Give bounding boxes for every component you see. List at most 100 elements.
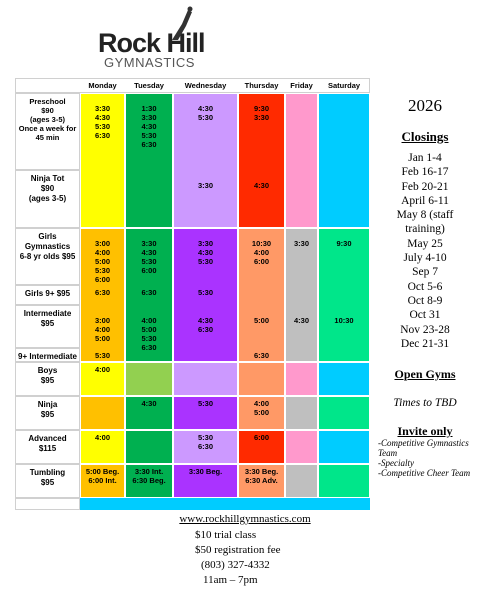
class-label: Preschool $90 (ages 3-5) Once a week for… — [15, 93, 80, 170]
closing-date: May 8 (staff training) — [396, 209, 454, 236]
cell-background — [173, 93, 238, 228]
header-row — [15, 78, 370, 93]
class-label: Advanced $115 — [15, 430, 80, 464]
class-time: 4:30 5:30 — [197, 104, 213, 122]
cell-background — [285, 93, 318, 228]
day-header: Monday — [88, 81, 117, 90]
cell-background — [125, 228, 173, 362]
cell-background — [80, 228, 125, 362]
class-time: 6:30 — [253, 351, 269, 360]
cell-background — [125, 464, 173, 498]
closing-date: July 4-10 — [403, 252, 447, 265]
closing-date: May 25 — [407, 237, 443, 250]
closing-date: Jan 1-4 — [408, 152, 442, 164]
closing-date: Oct 31 — [409, 309, 441, 322]
class-time: 5:30 — [94, 351, 110, 360]
closing-date: Nov 23-28 — [400, 323, 450, 336]
class-time: 4:30 — [141, 399, 157, 408]
open-gyms-title: Open Gyms — [394, 367, 456, 381]
logo-figure — [172, 6, 193, 40]
cell-background — [125, 430, 173, 464]
class-time: 1:30 3:30 4:30 5:30 6:30 — [141, 104, 157, 149]
class-label: Intermediate $95 — [15, 305, 80, 348]
class-label: Ninja Tot $90 (ages 3-5) — [15, 170, 80, 228]
cell-background — [173, 362, 238, 396]
cell-background — [80, 93, 125, 228]
day-header: Tuesday — [134, 81, 164, 90]
class-time: 3:00 4:00 5:00 — [94, 316, 110, 343]
invite-item: -Specialty — [378, 458, 414, 468]
closings-title: Closings — [401, 129, 449, 144]
cell-background — [80, 430, 125, 464]
closing-date: Dec 21-31 — [400, 337, 450, 350]
class-label: Girls Gymnastics 6-8 yr olds $95 — [15, 228, 80, 285]
open-gyms-note: Times to TBD — [393, 397, 457, 409]
class-time: 5:30 6:30 — [197, 433, 213, 451]
invite-list: -Competitive Gymnastics Team -Specialty -C… — [378, 438, 478, 478]
cell-background — [285, 228, 318, 362]
cell-background — [238, 228, 285, 362]
class-time: 9:30 — [336, 239, 352, 248]
class-time: 3:30 — [197, 181, 213, 190]
cell-background — [318, 228, 370, 362]
logo-bottom: GYMNASTICS — [104, 55, 195, 70]
cell-background — [80, 396, 125, 430]
logo-top: Rock Hill — [98, 28, 206, 58]
cell-background — [318, 396, 370, 430]
closing-date: April 6-11 — [401, 194, 449, 207]
invite-item: -Competitive Gymnastics Team — [378, 438, 469, 458]
closings-list: Jan 1-4 Feb 16-17 Feb 20-21 April 6-11 May 8… — [385, 151, 465, 351]
cell-background — [173, 396, 238, 430]
class-time: 6:00 — [253, 433, 269, 442]
class-time: 6:30 — [141, 288, 157, 297]
website: www.rockhillgymnastics.com — [179, 513, 311, 525]
cell-background — [80, 362, 125, 396]
bottom-strip-label — [15, 498, 80, 510]
footer-line: (803) 327-4332 — [201, 559, 270, 571]
cell-background — [285, 430, 318, 464]
closing-date: Feb 20-21 — [401, 180, 449, 193]
closing-date: Oct 5-6 — [407, 280, 443, 293]
footer-line: $10 trial class — [195, 529, 257, 541]
footer-line: $50 registration fee — [195, 544, 281, 556]
class-time: 3:30 4:30 5:30 — [197, 239, 213, 266]
class-time: 3:30 4:30 5:30 6:30 — [94, 104, 110, 140]
cell-background — [80, 464, 125, 498]
class-time: 5:30 — [197, 399, 213, 408]
class-time: 5:00 — [253, 316, 269, 325]
closing-date: Sep 7 — [412, 266, 438, 279]
cell-background — [238, 396, 285, 430]
class-time: 6:30 — [94, 288, 110, 297]
cell-background — [285, 396, 318, 430]
cell-background — [238, 93, 285, 228]
cell-background — [238, 464, 285, 498]
class-time: 3:30 Beg. 6:30 Adv. — [244, 467, 279, 485]
class-time: 4:30 6:30 — [197, 316, 213, 334]
cell-background — [285, 464, 318, 498]
invite-title: Invite only — [397, 424, 453, 438]
closing-date: Oct 8-9 — [407, 294, 443, 307]
class-time: 4:30 — [253, 181, 269, 190]
cell-background — [125, 93, 173, 228]
cell-background — [318, 464, 370, 498]
cell-background — [125, 362, 173, 396]
class-time: 5:30 — [197, 288, 213, 297]
class-time: 10:30 — [334, 316, 354, 325]
class-label: 9+ Intermediate — [15, 348, 80, 362]
day-header: Saturday — [327, 81, 361, 90]
cell-background — [173, 430, 238, 464]
class-time: 4:00 — [94, 365, 110, 374]
day-header: Wednesday — [184, 81, 227, 90]
cell-background — [173, 464, 238, 498]
cell-background — [318, 362, 370, 396]
class-time: 3:30 Beg. — [188, 467, 223, 476]
class-time: 4:00 5:00 — [253, 399, 269, 417]
closing-date: Feb 16-17 — [401, 166, 449, 179]
footer-line: 11am – 7pm — [203, 574, 258, 586]
class-time: 4:30 — [293, 316, 309, 325]
cell-background — [318, 430, 370, 464]
cell-background — [285, 362, 318, 396]
class-time: 3:00 4:00 5:00 5:30 6:00 — [94, 239, 110, 284]
class-label: Ninja $95 — [15, 396, 80, 430]
